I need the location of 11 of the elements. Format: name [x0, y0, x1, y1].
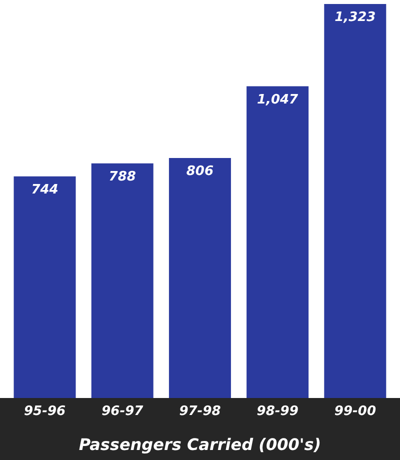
- data-label: 1,047: [256, 92, 300, 108]
- data-label: 1,323: [334, 10, 376, 26]
- x-tick-label: 99-00: [334, 404, 376, 420]
- x-tick-label: 97-98: [179, 404, 221, 420]
- x-tick-label: 98-99: [256, 404, 298, 420]
- data-label: 806: [186, 164, 214, 180]
- x-tick-label: 95-96: [24, 404, 66, 420]
- x-axis-title: Passengers Carried (000's): [78, 435, 322, 454]
- data-label: 744: [31, 182, 58, 198]
- data-label: 788: [108, 170, 136, 185]
- x-tick-label: 96-97: [102, 404, 144, 420]
